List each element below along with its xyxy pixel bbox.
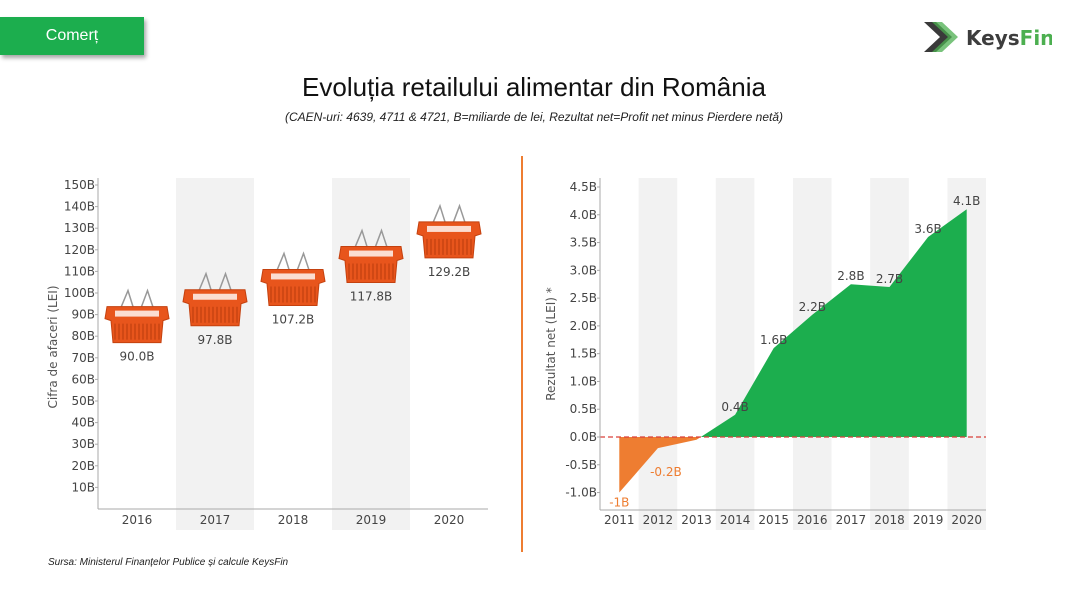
y-tick-label: 4.5B bbox=[570, 180, 597, 194]
y-tick-label: 60B bbox=[71, 372, 95, 386]
y-tick-label: 80B bbox=[71, 329, 95, 343]
category-band bbox=[332, 178, 410, 530]
y-tick-label: 100B bbox=[64, 286, 95, 300]
source-note: Sursa: Ministerul Finanțelor Publice și … bbox=[48, 557, 289, 568]
y-tick-label: 30B bbox=[71, 437, 95, 451]
y-tick-label: 20B bbox=[71, 459, 95, 473]
y-axis-label: Cifra de afaceri (LEI) bbox=[46, 285, 60, 408]
basket-rim bbox=[349, 250, 393, 257]
data-label: 117.8B bbox=[350, 290, 393, 304]
y-tick-label: 130B bbox=[64, 221, 95, 235]
y-tick-label: 3.5B bbox=[570, 236, 597, 250]
divider bbox=[521, 156, 523, 552]
x-tick-label: 2016 bbox=[122, 513, 153, 527]
negative-area bbox=[619, 437, 701, 493]
x-tick-label: 2016 bbox=[797, 513, 828, 527]
x-tick-label: 2015 bbox=[758, 513, 789, 527]
x-tick-label: 2013 bbox=[681, 513, 712, 527]
data-label: 129.2B bbox=[428, 265, 471, 279]
data-label: -0.2B bbox=[650, 465, 682, 479]
data-label: 3.6B bbox=[914, 222, 941, 236]
x-tick-label: 2018 bbox=[278, 513, 309, 527]
y-tick-label: -0.5B bbox=[565, 458, 597, 472]
y-tick-label: 150B bbox=[64, 178, 95, 192]
shopping-basket-icon bbox=[182, 271, 248, 327]
y-tick-label: 40B bbox=[71, 416, 95, 430]
basket-rim bbox=[115, 310, 159, 317]
y-tick-label: 120B bbox=[64, 243, 95, 257]
basket-rim bbox=[193, 293, 237, 300]
chevron-logo-icon: KeysFin bbox=[924, 22, 1054, 52]
y-tick-label: 90B bbox=[71, 308, 95, 322]
shopping-basket-icon bbox=[104, 288, 170, 344]
data-label: 2.8B bbox=[837, 269, 864, 283]
y-tick-label: 50B bbox=[71, 394, 95, 408]
y-tick-label: 2.5B bbox=[570, 291, 597, 305]
page-subtitle: (CAEN-uri: 4639, 4711 & 4721, B=miliarde… bbox=[284, 110, 784, 124]
basket-rim bbox=[427, 225, 471, 232]
x-tick-label: 2018 bbox=[874, 513, 905, 527]
positive-area bbox=[700, 209, 967, 437]
y-tick-label: 110B bbox=[64, 264, 95, 278]
section-tag: Comerț bbox=[0, 17, 144, 55]
y-tick-label: 2.0B bbox=[570, 319, 597, 333]
y-tick-label: 1.5B bbox=[570, 347, 597, 361]
data-label: 0.4B bbox=[721, 400, 748, 414]
shopping-basket-icon bbox=[260, 251, 326, 306]
y-tick-label: 4.0B bbox=[570, 208, 597, 222]
y-tick-label: 3.0B bbox=[570, 263, 597, 277]
category-band bbox=[715, 178, 755, 530]
data-label: 4.1B bbox=[953, 194, 980, 208]
x-tick-label: 2017 bbox=[200, 513, 231, 527]
y-tick-label: 140B bbox=[64, 200, 95, 214]
y-tick-label: 0.0B bbox=[570, 430, 597, 444]
x-tick-label: 2020 bbox=[434, 513, 465, 527]
x-tick-label: 2012 bbox=[643, 513, 674, 527]
shopping-basket-icon bbox=[416, 203, 482, 259]
data-label: 97.8B bbox=[198, 333, 233, 347]
logo-text: KeysFin bbox=[966, 26, 1052, 50]
x-tick-label: 2020 bbox=[951, 513, 982, 527]
category-band bbox=[638, 178, 678, 530]
keysfin-logo: KeysFin bbox=[922, 20, 1054, 54]
data-label: -1B bbox=[609, 496, 629, 510]
y-tick-label: 0.5B bbox=[570, 402, 597, 416]
x-tick-label: 2019 bbox=[356, 513, 387, 527]
y-tick-label: 10B bbox=[71, 480, 95, 494]
x-tick-label: 2011 bbox=[604, 513, 635, 527]
net-result-chart: -1.0B -0.5B 0.0B 0.5B 1.0B 1.5B 2.0B 2.5B 3.0B 3.… bbox=[544, 178, 986, 530]
x-tick-label: 2017 bbox=[836, 513, 867, 527]
data-label: 2.7B bbox=[876, 272, 903, 286]
shopping-basket-icon bbox=[338, 228, 404, 284]
basket-rim bbox=[271, 273, 315, 280]
data-label: 1.6B bbox=[760, 333, 787, 347]
turnover-chart: 10B 20B 30B 40B 50B 60B 70B 80B 90B 100B 110B 120B 1… bbox=[46, 178, 488, 530]
data-label: 107.2B bbox=[272, 312, 315, 326]
category-band bbox=[176, 178, 254, 530]
x-tick-label: 2019 bbox=[913, 513, 944, 527]
page-title: Evoluția retailului alimentar din Români… bbox=[302, 72, 766, 102]
y-tick-label: 1.0B bbox=[570, 374, 597, 388]
data-label: 90.0B bbox=[120, 350, 155, 364]
y-tick-label: 70B bbox=[71, 351, 95, 365]
x-tick-label: 2014 bbox=[720, 513, 751, 527]
data-label: 2.2B bbox=[799, 300, 826, 314]
y-axis-label: Rezultat net (LEI) * bbox=[544, 287, 558, 401]
y-tick-label: -1.0B bbox=[565, 486, 597, 500]
